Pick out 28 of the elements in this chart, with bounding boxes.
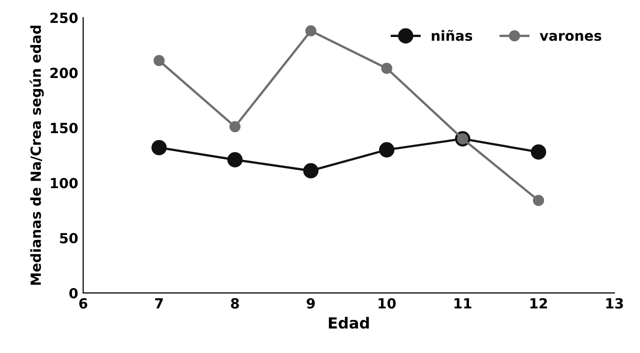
- x-tick-label: 11: [454, 298, 472, 308]
- x-axis-title: Edad: [328, 316, 369, 329]
- y-axis-title: Medianas de Na/Crea según edad: [30, 26, 44, 285]
- x-tick-label: 9: [306, 298, 315, 309]
- point: [227, 152, 243, 168]
- point: [154, 55, 165, 66]
- point: [379, 142, 394, 158]
- x-tick-label: 7: [155, 298, 163, 308]
- point: [381, 62, 392, 74]
- point: [229, 121, 241, 132]
- legend-label: niñas: [432, 30, 472, 41]
- y-tick-label: 200: [50, 68, 78, 78]
- x-tick-label: 6: [79, 298, 88, 309]
- point: [530, 144, 546, 160]
- y-tick-label: 100: [50, 178, 78, 188]
- y-tick-label: 250: [50, 12, 78, 24]
- x-tick-label: 13: [606, 298, 623, 309]
- y-tick-label: 0: [69, 288, 78, 298]
- point: [305, 25, 316, 36]
- legend-label: varones: [540, 32, 602, 41]
- y-tick-label: 150: [50, 122, 78, 134]
- point: [151, 140, 167, 156]
- point: [303, 163, 318, 178]
- x-tick-label: 12: [530, 298, 547, 308]
- y-tick-label: 50: [60, 232, 78, 244]
- x-tick-label: 10: [378, 298, 396, 309]
- x-tick-label: 8: [230, 298, 239, 309]
- point: [532, 194, 544, 206]
